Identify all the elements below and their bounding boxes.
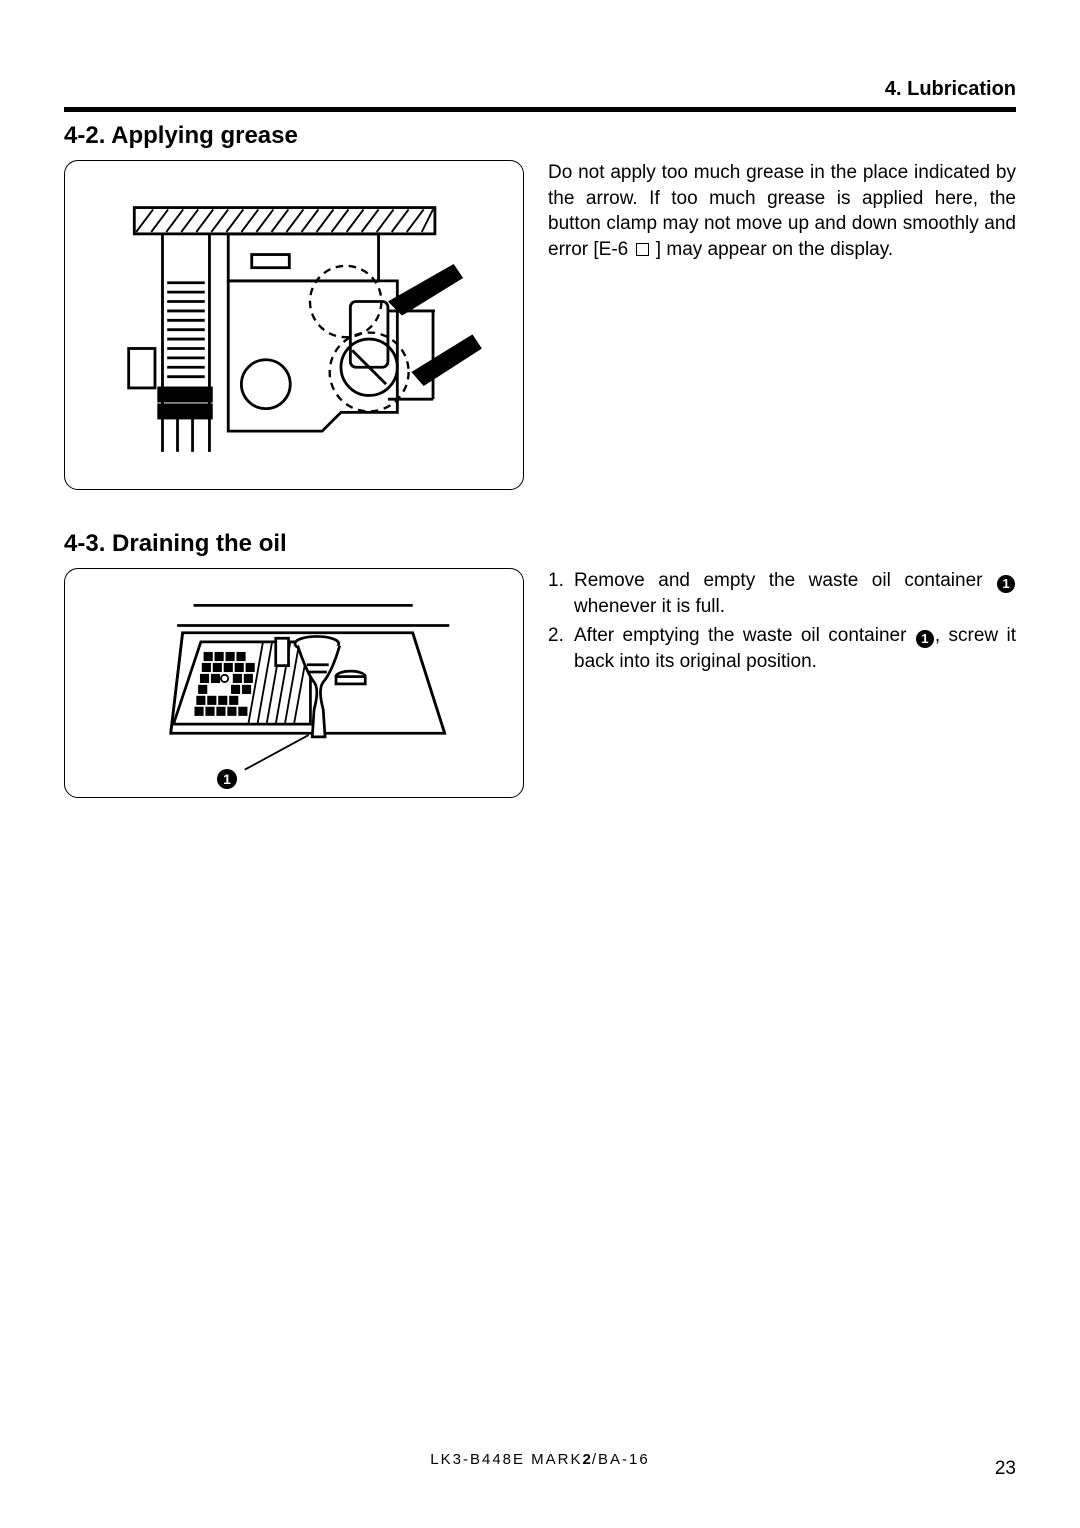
chapter-header: 4. Lubrication <box>64 78 1016 107</box>
section-4-2-text: Do not apply too much grease in the plac… <box>548 160 1016 490</box>
oil-svg <box>74 578 514 788</box>
placeholder-square-icon <box>636 243 649 256</box>
page-number: 23 <box>995 1458 1016 1480</box>
footer-model: LK3-B448E MARK2/BA-16 <box>0 1451 1080 1468</box>
header-rule <box>64 107 1016 112</box>
para-4-2-b-post: ] may appear on the display. <box>651 239 894 260</box>
section-4-3-title: 4-3. Draining the oil <box>64 530 1016 558</box>
ref-1-icon: 1 <box>997 575 1015 593</box>
section-4-3-text: 1. Remove and empty the waste oil contai… <box>548 568 1016 798</box>
figure-oil-drain: 1 <box>64 568 524 798</box>
step-1-num: 1. <box>548 568 574 619</box>
steps-list: 1. Remove and empty the waste oil contai… <box>548 568 1016 675</box>
section-4-2-title: 4-2. Applying grease <box>64 122 1016 150</box>
step-1-post: whenever it is full. <box>574 596 725 617</box>
step-2: 2. After emptying the waste oil containe… <box>548 623 1016 674</box>
footer-left: LK3-B448E MARK <box>430 1451 582 1468</box>
grease-svg <box>74 170 514 480</box>
para-4-2-b-pre: [E-6 <box>593 239 633 260</box>
footer-right: /BA-16 <box>592 1451 650 1468</box>
step-2-num: 2. <box>548 623 574 674</box>
step-2-pre: After emptying the waste oil container <box>574 625 915 646</box>
callout-1-icon: 1 <box>217 769 237 789</box>
ref-1b-icon: 1 <box>916 630 934 648</box>
step-1: 1. Remove and empty the waste oil contai… <box>548 568 1016 619</box>
figure-grease-diagram <box>64 160 524 490</box>
step-1-pre: Remove and empty the waste oil container <box>574 570 996 591</box>
footer-bold: 2 <box>583 1451 592 1468</box>
